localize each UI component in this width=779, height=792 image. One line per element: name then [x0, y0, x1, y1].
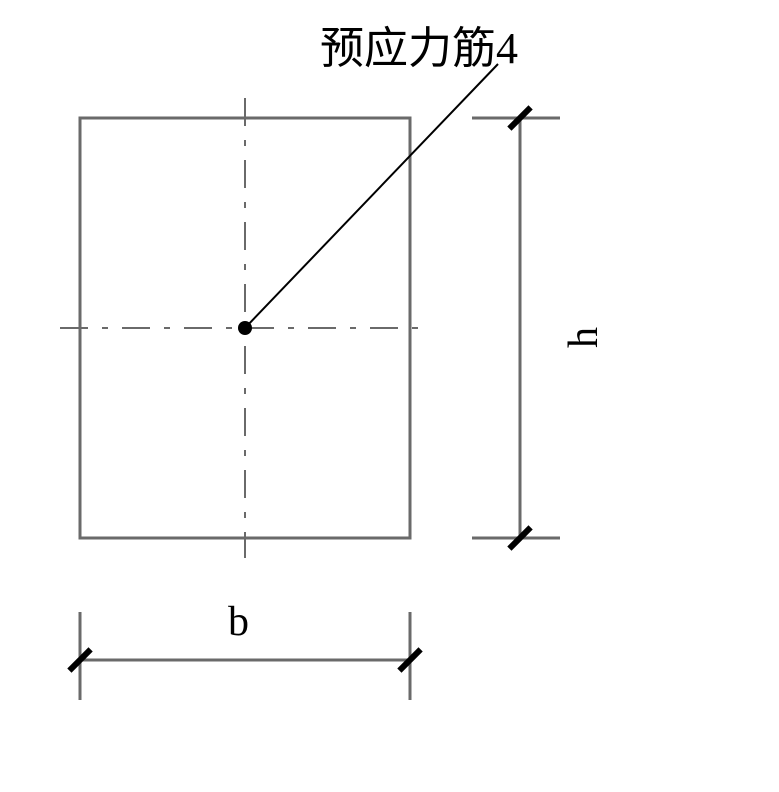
dimension-h-label: h: [560, 327, 608, 348]
leader-line: [245, 64, 498, 328]
tendon-point: [238, 321, 252, 335]
dimension-b-label: b: [228, 598, 249, 646]
tendon-callout-label: 预应力筋4: [320, 12, 518, 76]
